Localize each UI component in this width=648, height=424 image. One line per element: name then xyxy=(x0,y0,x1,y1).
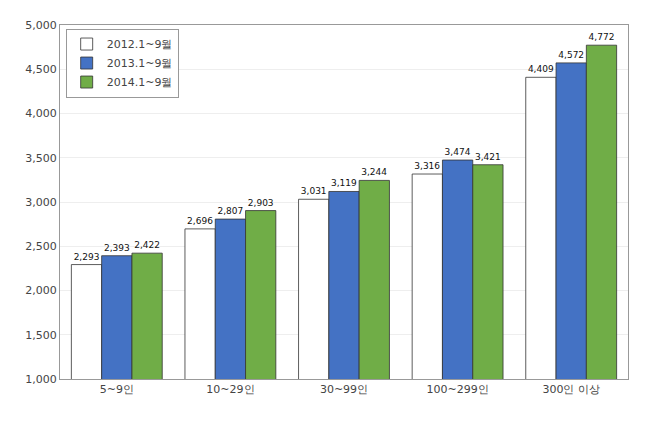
svg-text:3,500: 3,500 xyxy=(25,152,57,165)
svg-text:100~299인: 100~299인 xyxy=(426,383,488,396)
svg-text:300인 이상: 300인 이상 xyxy=(542,383,600,396)
svg-text:5,000: 5,000 xyxy=(25,19,57,32)
svg-text:3,000: 3,000 xyxy=(25,196,57,209)
svg-text:3,244: 3,244 xyxy=(361,167,387,177)
svg-text:2,293: 2,293 xyxy=(74,252,100,262)
svg-text:2,422: 2,422 xyxy=(134,240,160,250)
svg-text:4,000: 4,000 xyxy=(25,107,57,120)
svg-text:4,772: 4,772 xyxy=(589,32,615,42)
svg-text:5~9인: 5~9인 xyxy=(100,383,134,396)
svg-text:3,316: 3,316 xyxy=(414,161,440,171)
svg-text:3,119: 3,119 xyxy=(331,178,357,188)
svg-text:2,000: 2,000 xyxy=(25,284,57,297)
svg-text:3,031: 3,031 xyxy=(301,186,327,196)
svg-text:2,903: 2,903 xyxy=(248,198,274,208)
svg-text:4,500: 4,500 xyxy=(25,63,57,76)
svg-text:30~99인: 30~99인 xyxy=(320,383,368,396)
svg-text:3,421: 3,421 xyxy=(475,152,501,162)
svg-text:2,696: 2,696 xyxy=(187,216,213,226)
svg-text:2,500: 2,500 xyxy=(25,240,57,253)
svg-text:4,409: 4,409 xyxy=(528,64,554,74)
svg-text:2012.1~9월: 2012.1~9월 xyxy=(107,38,173,51)
svg-text:4,572: 4,572 xyxy=(558,50,584,60)
svg-text:1,000: 1,000 xyxy=(25,373,57,386)
svg-text:3,474: 3,474 xyxy=(445,147,471,157)
svg-text:2,393: 2,393 xyxy=(104,243,130,253)
svg-text:1,500: 1,500 xyxy=(25,329,57,342)
svg-text:2013.1~9월: 2013.1~9월 xyxy=(107,57,173,70)
svg-text:2,807: 2,807 xyxy=(218,206,244,216)
svg-text:10~29인: 10~29인 xyxy=(206,383,254,396)
svg-text:2014.1~9월: 2014.1~9월 xyxy=(107,76,173,89)
